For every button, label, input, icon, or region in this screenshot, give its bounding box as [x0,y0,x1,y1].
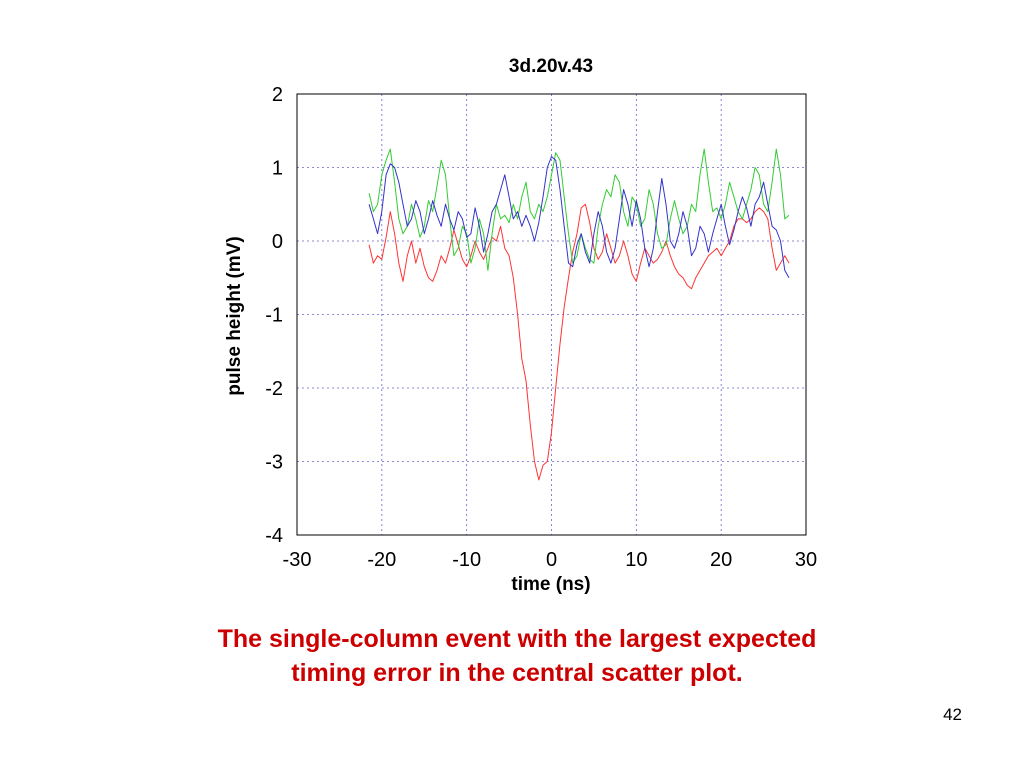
x-tick-label: 30 [795,549,817,571]
plot-frame [296,93,807,536]
y-tick-label: -3 [265,452,283,474]
grid [296,93,807,536]
x-tick-label: -20 [367,549,396,571]
slide-caption: The single-column event with the largest… [112,622,922,690]
x-axis-label: time (ns) [511,574,590,595]
y-tick-label: 1 [272,158,283,180]
y-tick-label: -1 [265,305,283,327]
y-tick-label: 0 [272,231,283,253]
series-line-1 [368,203,790,481]
x-tick-label: -10 [452,549,481,571]
series-line-2 [368,148,790,271]
y-tick-label: -4 [265,525,283,547]
y-tick-label: 2 [272,84,283,106]
chart-title: 3d.20v.43 [509,56,593,77]
x-tick-label: -30 [283,549,312,571]
x-tick-label: 10 [625,549,647,571]
x-tick-label: 0 [546,549,557,571]
series-group [368,148,790,481]
y-axis-label: pulse height (mV) [224,236,245,395]
slide-number: 42 [943,705,962,724]
y-tick-label: -2 [265,378,283,400]
x-tick-label: 20 [710,549,732,571]
caption-line-1: The single-column event with the largest… [217,625,817,653]
series-line-3 [368,156,790,279]
caption-line-2: timing error in the central scatter plot… [291,659,743,687]
